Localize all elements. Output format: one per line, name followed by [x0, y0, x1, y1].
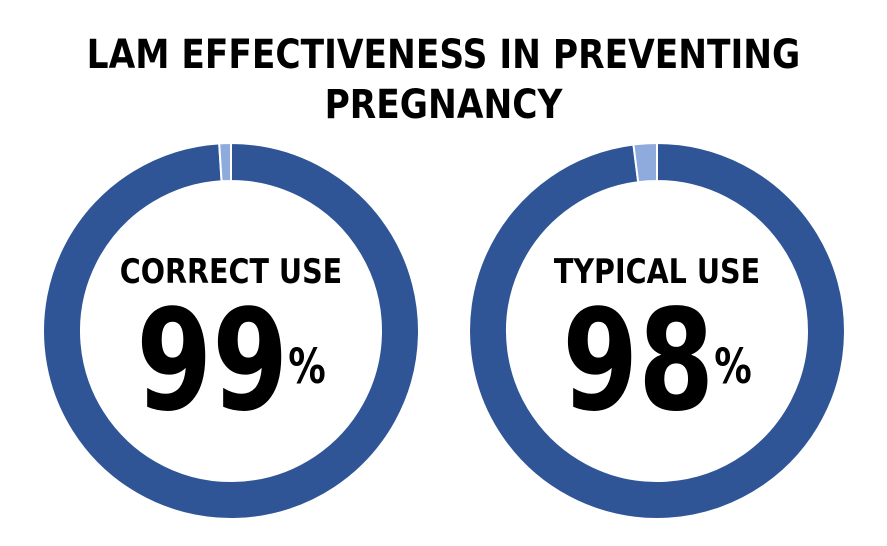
- donut-value-unit-correct-use: %: [288, 339, 326, 395]
- donut-label-typical-use: TYPICAL USE: [553, 252, 761, 292]
- donut-value-number-correct-use: 99: [136, 280, 289, 443]
- chart-title-line-1: LAM EFFECTIVENESS IN PREVENTING: [86, 32, 801, 78]
- donut-0-slice-1: [218, 141, 232, 183]
- donut-correct-use-svg: [42, 141, 420, 520]
- donut-value-typical-use: 98%: [509, 287, 805, 442]
- donut-typical-use: TYPICAL USE 98%: [467, 141, 847, 521]
- donut-correct-use: CORRECT USE 99%: [41, 141, 421, 521]
- donut-1-slice-1: [632, 141, 658, 184]
- donut-value-correct-use: 99%: [83, 287, 379, 442]
- donut-value-number-typical-use: 98: [562, 280, 715, 443]
- donut-label-correct-use: CORRECT USE: [119, 252, 343, 292]
- chart-title: LAM EFFECTIVENESS IN PREVENTING PREGNANC…: [62, 30, 825, 130]
- donut-value-unit-typical-use: %: [714, 339, 752, 395]
- donut-1-slice-0: [468, 141, 846, 520]
- chart-title-line-2: PREGNANCY: [324, 82, 563, 128]
- donut-typical-use-svg: [468, 141, 846, 520]
- donut-0-slice-0: [42, 141, 420, 520]
